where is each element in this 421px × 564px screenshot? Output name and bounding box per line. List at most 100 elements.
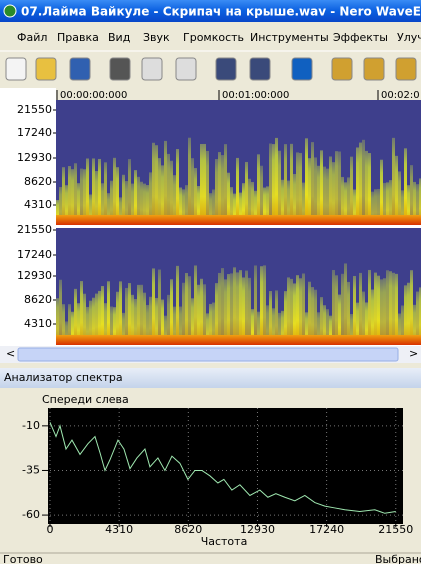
tool-button[interactable] <box>291 57 313 81</box>
menu-item[interactable]: Файл <box>17 31 47 44</box>
spectrogram-column <box>302 273 305 345</box>
menu-item[interactable]: Звук <box>143 31 170 44</box>
spectrogram-column <box>149 296 152 345</box>
spectrogram-column <box>179 306 182 345</box>
spectrogram-column <box>299 278 302 345</box>
spectrogram-column <box>206 313 209 345</box>
spectrogram-column <box>365 302 368 345</box>
spectrogram-column <box>356 302 359 345</box>
spectrogram-column <box>389 180 392 225</box>
spectrogram-column <box>290 143 293 225</box>
tool-button[interactable] <box>35 57 57 81</box>
spectrogram-column <box>350 156 353 225</box>
spectrogram-column <box>335 275 338 345</box>
tool-button[interactable] <box>331 57 353 81</box>
spectrogram-column <box>74 288 77 345</box>
spectrogram-column <box>104 162 107 225</box>
spectrogram-column <box>71 169 74 225</box>
spectrogram-column <box>272 144 275 225</box>
scroll-right[interactable]: > <box>409 347 418 360</box>
spectrogram-column <box>392 137 395 225</box>
spectrogram-column <box>353 189 356 225</box>
spectrogram-column <box>83 293 86 345</box>
spectrogram-column <box>116 291 119 345</box>
spectrogram-column <box>98 290 101 345</box>
spectrogram-column <box>113 307 116 345</box>
spectrogram-column <box>185 273 188 345</box>
spectrogram-column <box>182 282 185 345</box>
spectrogram-column <box>305 312 308 345</box>
tool-button[interactable] <box>109 57 131 81</box>
spectrogram-column <box>401 305 404 345</box>
spectrogram-column <box>326 168 329 225</box>
spectrogram-column <box>239 270 242 345</box>
tool-button[interactable] <box>175 57 197 81</box>
tool-button[interactable] <box>363 57 385 81</box>
spectrogram-column <box>368 269 371 345</box>
spectrogram-column <box>368 153 371 225</box>
scroll-left[interactable]: < <box>6 347 15 360</box>
menu-item[interactable]: Инструменты <box>250 31 329 44</box>
spectrogram-column <box>233 267 236 345</box>
spectrogram-column <box>188 276 191 345</box>
spectrogram-column <box>284 291 287 345</box>
spectrogram-column <box>77 303 80 345</box>
spectrogram-column <box>203 284 206 345</box>
spectrogram-column <box>122 312 125 345</box>
menu-item[interactable]: Громкость <box>183 31 244 44</box>
spectrogram-column <box>242 183 245 225</box>
spectrogram-column <box>209 303 212 345</box>
spectrogram-column <box>314 157 317 225</box>
x-tick-label: 12930 <box>240 523 275 536</box>
spectrogram-column <box>416 184 419 225</box>
spectrogram-column <box>308 158 311 225</box>
menu-item[interactable]: Правка <box>57 31 99 44</box>
tool-button[interactable] <box>395 57 417 81</box>
spectrogram-column <box>311 142 314 225</box>
spectrogram-base <box>56 335 421 345</box>
spectrogram-column <box>188 137 191 225</box>
spectrogram-column <box>260 266 263 345</box>
spectrogram-column <box>386 270 389 345</box>
spectrogram-column <box>338 294 341 345</box>
tool-button[interactable] <box>249 57 271 81</box>
spectrogram-column <box>269 143 272 225</box>
spectrogram-column <box>281 310 284 345</box>
spectrogram-column <box>197 284 200 345</box>
menu-item[interactable]: Улуч <box>397 31 421 44</box>
spectrogram-column <box>323 166 326 225</box>
spectrogram-column <box>107 193 110 225</box>
spectrogram-column <box>410 270 413 345</box>
spectrogram-column <box>317 165 320 225</box>
tool-button[interactable] <box>69 57 91 81</box>
spectrogram-column <box>122 174 125 225</box>
spectrogram-column <box>341 273 344 345</box>
spectrogram-column <box>263 265 266 345</box>
spectrogram-column <box>212 189 215 225</box>
spectrogram-column <box>230 187 233 225</box>
spectrogram-column <box>137 284 140 345</box>
spectrogram-column <box>185 185 188 225</box>
spectrogram-column <box>89 300 92 345</box>
spectrogram-column <box>401 190 404 225</box>
channel-label: Спереди слева <box>42 393 129 406</box>
spectrogram-column <box>386 182 389 225</box>
tool-button[interactable] <box>141 57 163 81</box>
spectrogram-column <box>350 314 353 345</box>
spectrogram-column <box>83 169 86 225</box>
tool-button[interactable] <box>5 57 27 81</box>
spectrogram-base <box>56 215 421 225</box>
scroll-thumb[interactable] <box>17 347 399 362</box>
spectrogram-column <box>257 154 260 225</box>
spectrogram-column <box>194 265 197 345</box>
spectrogram-column <box>68 166 71 225</box>
spectrogram-column <box>371 191 374 225</box>
menu-item[interactable]: Вид <box>108 31 131 44</box>
tool-button[interactable] <box>215 57 237 81</box>
menu-item[interactable]: Эффекты <box>333 31 388 44</box>
spectrogram-column <box>140 284 143 345</box>
spectrogram-column <box>218 272 221 345</box>
spectrogram-column <box>293 283 296 345</box>
spectrogram-column <box>164 315 167 345</box>
